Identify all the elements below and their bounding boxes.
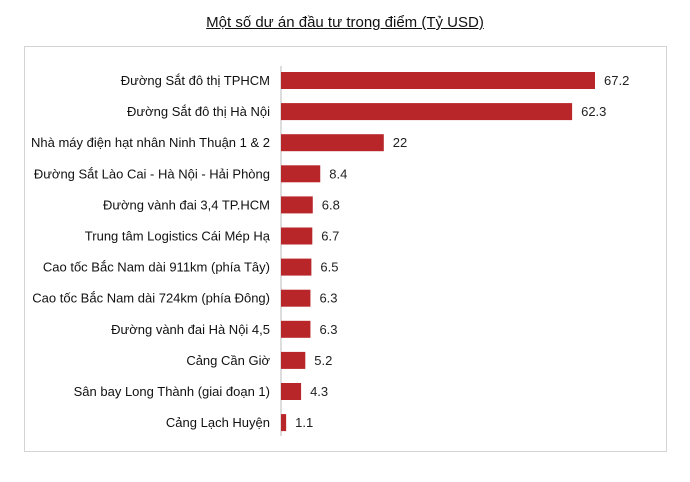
category-label: Cảng Cần Giờ <box>186 353 270 368</box>
category-label: Nhà máy điện hạt nhân Ninh Thuận 1 & 2 <box>31 135 270 150</box>
category-label: Đường Sắt Lào Cai - Hà Nội - Hải Phòng <box>34 166 270 181</box>
category-label: Trung tâm Logistics Cái Mép Hạ <box>85 229 271 244</box>
category-label: Đường Sắt đô thị TPHCM <box>121 73 270 88</box>
bars-group: Đường Sắt đô thị TPHCM 67.2 Đường Sắt đô t… <box>31 72 629 432</box>
value-label: 67.2 <box>604 73 629 88</box>
bar <box>281 103 573 121</box>
category-label: Đường Sắt đô thị Hà Nội <box>127 104 270 119</box>
bar <box>281 227 313 245</box>
bar <box>281 289 311 307</box>
bar <box>281 134 384 152</box>
bar <box>281 383 302 400</box>
value-label: 5.2 <box>314 353 332 368</box>
value-label: 6.3 <box>319 322 337 337</box>
bar <box>281 414 287 432</box>
value-label: 4.3 <box>310 384 328 399</box>
bar <box>281 351 306 369</box>
value-label: 1.1 <box>295 415 313 430</box>
plot-frame <box>24 46 667 452</box>
bar <box>281 258 312 276</box>
bar <box>281 165 321 183</box>
value-label: 6.7 <box>321 229 339 244</box>
value-label: 6.8 <box>322 197 340 212</box>
category-label: Cao tốc Bắc Nam dài 724km (phía Đông) <box>32 291 270 306</box>
value-label: 22 <box>393 135 407 150</box>
value-label: 6.3 <box>319 291 337 306</box>
category-label: Sân bay Long Thành (giai đoạn 1) <box>74 384 270 399</box>
value-label: 62.3 <box>581 104 606 119</box>
category-label: Cảng Lạch Huyện <box>166 415 270 430</box>
category-label: Đường vành đai Hà Nội 4,5 <box>111 322 270 337</box>
category-label: Cao tốc Bắc Nam dài 911km (phía Tây) <box>43 260 270 275</box>
bar <box>281 72 595 89</box>
value-label: 6.5 <box>320 260 338 275</box>
bar <box>281 196 313 214</box>
bar <box>281 320 311 338</box>
chart-title: Một số dư án đầu tư trong điểm (Tỷ USD) <box>206 14 484 31</box>
value-label: 8.4 <box>329 166 347 181</box>
category-label: Đường vành đai 3,4 TP.HCM <box>103 197 270 212</box>
